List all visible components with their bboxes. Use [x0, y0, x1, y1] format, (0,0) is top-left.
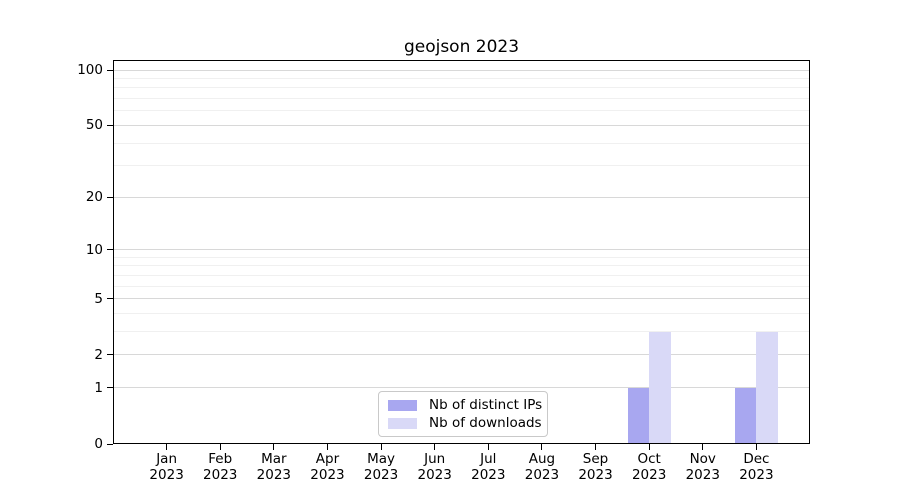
x-tick-label-line: Mar [261, 451, 287, 467]
x-tick-label-line: 2023 [417, 467, 452, 483]
y-tick [107, 124, 113, 126]
x-tick-label: Nov 2023 [671, 451, 735, 483]
x-tick-label: Jul 2023 [456, 451, 520, 483]
chart-title: geojson 2023 [403, 37, 520, 57]
gridline-major [113, 196, 810, 198]
x-tick-label-line: 2023 [685, 467, 720, 483]
x-tick [755, 444, 757, 450]
x-tick-label-line: 2023 [578, 467, 613, 483]
x-tick-label-line: 2023 [149, 467, 184, 483]
y-tick-label: 1 [94, 379, 103, 396]
gridline-minor [113, 98, 810, 100]
gridline-major [113, 387, 810, 389]
y-tick-label: 0 [94, 436, 103, 452]
x-tick [487, 444, 489, 450]
x-tick-label-line: 2023 [256, 467, 292, 483]
x-tick-label-line: Dec [743, 451, 770, 467]
x-tick-label-line: Nov [689, 451, 716, 467]
y-tick [107, 69, 113, 71]
x-tick-label: Sep 2023 [564, 451, 628, 483]
y-tick-label: 2 [94, 346, 103, 363]
x-tick-label: Mar 2023 [242, 451, 306, 483]
legend: Nb of distinct IPs Nb of downloads [378, 391, 548, 437]
x-tick-label-line: 2023 [363, 467, 399, 483]
x-tick [326, 444, 328, 450]
x-tick-label: Jun 2023 [403, 451, 467, 483]
y-tick-label: 10 [85, 241, 103, 258]
legend-swatch-icon [388, 399, 417, 411]
x-tick-label-line: 2023 [631, 467, 667, 483]
gridline-major [113, 249, 810, 251]
x-tick [434, 444, 436, 450]
y-tick [107, 387, 113, 389]
bar-downloads-oct [649, 331, 671, 444]
legend-label: Nb of downloads [429, 415, 542, 431]
gridline-minor [113, 313, 810, 315]
x-tick [380, 444, 382, 450]
x-tick-label-line: 2023 [310, 467, 345, 483]
gridline-minor [113, 165, 810, 167]
y-tick-label: 20 [85, 189, 103, 206]
x-tick-label-line: Jun [424, 451, 446, 467]
y-tick [107, 443, 113, 445]
x-tick [166, 444, 168, 450]
gridline-major [113, 354, 810, 356]
x-tick-label-line: 2023 [739, 467, 774, 483]
gridline-minor [113, 285, 810, 287]
y-tick-label: 50 [85, 117, 103, 134]
bar-downloads-dec [756, 331, 778, 444]
x-tick-label-line: Aug [528, 451, 556, 467]
gridline-minor [113, 87, 810, 89]
gridline-minor [113, 110, 810, 112]
x-tick-label-line: Oct [637, 451, 661, 467]
x-tick-label: May 2023 [349, 451, 413, 483]
x-tick-label: Aug 2023 [510, 451, 574, 483]
x-tick [702, 444, 704, 450]
gridline-major [113, 69, 810, 71]
y-tick [107, 196, 113, 198]
bar-distinct-ips-dec [734, 387, 757, 444]
x-tick-label-line: Jul [480, 451, 497, 467]
x-tick [219, 444, 221, 450]
gridline-major [113, 124, 810, 126]
x-tick-label-line: 2023 [471, 467, 506, 483]
x-tick-label-line: Feb [208, 451, 233, 467]
x-tick-label: Apr 2023 [295, 451, 359, 483]
legend-item: Nb of distinct IPs [388, 397, 542, 413]
y-tick [107, 354, 113, 356]
y-tick-label: 100 [77, 62, 103, 78]
y-tick-label: 5 [94, 290, 103, 307]
x-tick-label-line: 2023 [524, 467, 560, 483]
plot-border [113, 60, 810, 444]
gridline-minor [113, 265, 810, 267]
x-tick-label-line: Apr [315, 451, 340, 467]
legend-label: Nb of distinct IPs [429, 397, 543, 413]
x-tick [595, 444, 597, 450]
gridline-major [113, 298, 810, 300]
y-tick [107, 249, 113, 251]
x-tick [541, 444, 543, 450]
x-tick-label-line: May [367, 451, 396, 467]
x-tick-label: Jan 2023 [135, 451, 199, 483]
x-tick-label-line: Jan [156, 451, 178, 467]
y-tick [107, 298, 113, 300]
x-tick-label: Feb 2023 [188, 451, 252, 483]
x-tick [273, 444, 275, 450]
legend-item: Nb of downloads [388, 415, 542, 431]
gridline-minor [113, 256, 810, 258]
gridline-minor [113, 331, 810, 333]
x-tick-label: Dec 2023 [724, 451, 788, 483]
x-tick-label-line: 2023 [203, 467, 238, 483]
x-tick-label-line: Sep [582, 451, 609, 467]
x-tick [648, 444, 650, 450]
gridline-minor [113, 77, 810, 79]
legend-swatch-icon [388, 417, 417, 429]
gridline-minor [113, 142, 810, 144]
x-tick-label: Oct 2023 [617, 451, 681, 483]
bar-distinct-ips-oct [627, 387, 650, 444]
gridline-minor [113, 274, 810, 276]
